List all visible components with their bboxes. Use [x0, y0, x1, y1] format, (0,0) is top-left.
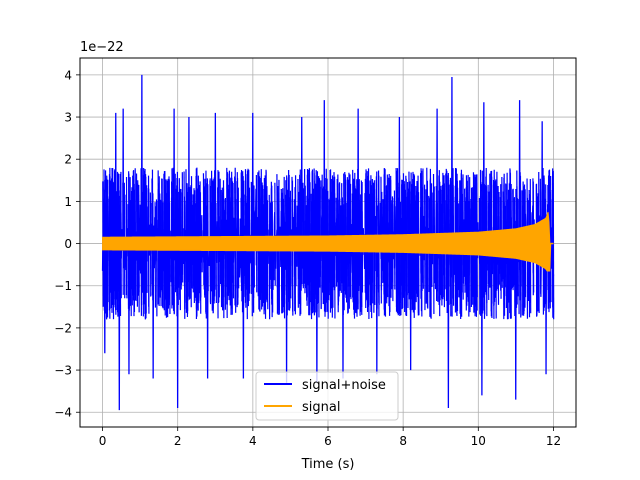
legend-label-signal: signal: [302, 400, 340, 415]
y-offset-label: 1e−22: [80, 40, 124, 55]
x-tick-label: 6: [324, 434, 332, 448]
y-tick-label: −3: [54, 364, 72, 378]
y-tick-label: −4: [54, 406, 72, 420]
y-tick-label: −2: [54, 321, 72, 335]
y-tick-label: −1: [54, 279, 72, 293]
y-tick-label: 2: [64, 153, 72, 167]
y-tick-label: 4: [64, 68, 72, 82]
x-tick-label: 2: [174, 434, 182, 448]
x-tick-label: 0: [99, 434, 107, 448]
x-axis-label: Time (s): [301, 457, 355, 472]
y-tick-label: 0: [64, 237, 72, 251]
legend-label-signal-noise: signal+noise: [302, 378, 386, 393]
y-tick-label: 3: [64, 111, 72, 125]
y-tick-label: 1: [64, 195, 72, 209]
x-tick-label: 4: [249, 434, 257, 448]
x-tick-label: 8: [399, 434, 407, 448]
x-tick-label: 10: [471, 434, 486, 448]
plot-data: [101, 74, 555, 411]
x-tick-label: 12: [546, 434, 561, 448]
legend: signal+noise signal: [255, 371, 399, 421]
